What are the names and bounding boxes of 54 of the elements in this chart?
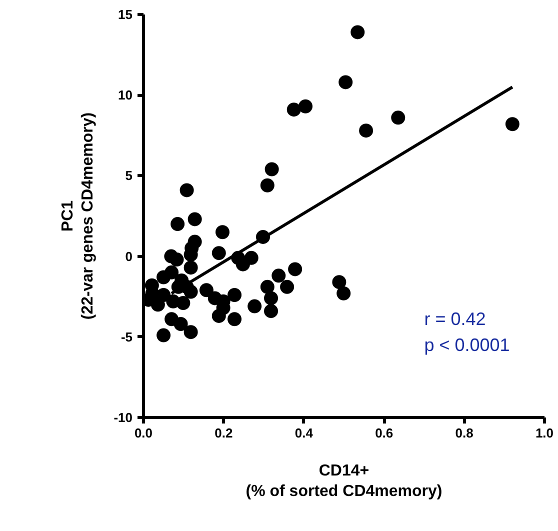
y-tick-label: 5: [125, 168, 133, 184]
y-tick-label: -5: [120, 329, 133, 344]
x-tick-label: 0.2: [214, 426, 233, 440]
point: [176, 296, 190, 310]
point: [280, 280, 294, 294]
x-tick-label: 0.8: [455, 426, 474, 440]
point: [208, 291, 222, 306]
point: [359, 124, 374, 138]
point: [288, 262, 302, 276]
y-tick-label: 0: [125, 248, 133, 264]
point: [298, 99, 313, 114]
point: [174, 317, 188, 331]
point: [260, 280, 274, 294]
point: [338, 75, 353, 90]
point: [184, 284, 198, 299]
point: [180, 183, 194, 198]
point: [170, 217, 185, 232]
point: [264, 304, 278, 318]
point: [212, 246, 226, 260]
annotation: p < 0.0001: [424, 335, 510, 356]
x-tick-label: 0.0: [134, 426, 153, 440]
point: [244, 250, 258, 265]
point: [164, 265, 179, 280]
point: [336, 286, 351, 300]
y-tick-label: 15: [118, 7, 133, 22]
y-axis-title: PC1 (22-var genes CD4memory): [59, 112, 97, 320]
x-axis-title: CD14+ (% of sorted CD4memory): [246, 462, 442, 500]
point: [228, 312, 242, 326]
point: [272, 268, 286, 283]
x-tick-label: 0.4: [294, 426, 314, 440]
point: [215, 225, 230, 240]
y-tick-label: -10: [114, 410, 133, 425]
point: [184, 260, 198, 275]
point: [156, 288, 171, 302]
point: [188, 212, 202, 226]
x-tick-label: 0.6: [375, 426, 394, 440]
point: [150, 298, 165, 312]
point: [228, 288, 242, 302]
y-tick-label: 10: [118, 88, 133, 103]
point: [391, 110, 406, 125]
point: [170, 252, 184, 267]
point: [505, 117, 520, 132]
point: [199, 283, 214, 298]
point: [184, 325, 198, 340]
x-tick-label: 1.0: [535, 426, 554, 440]
annotation: r = 0.42: [424, 308, 486, 329]
point: [260, 178, 274, 192]
point: [264, 291, 278, 306]
point: [264, 162, 279, 176]
point: [286, 102, 301, 117]
point: [350, 25, 365, 40]
point: [248, 299, 262, 314]
point: [156, 328, 171, 342]
point: [332, 275, 346, 290]
